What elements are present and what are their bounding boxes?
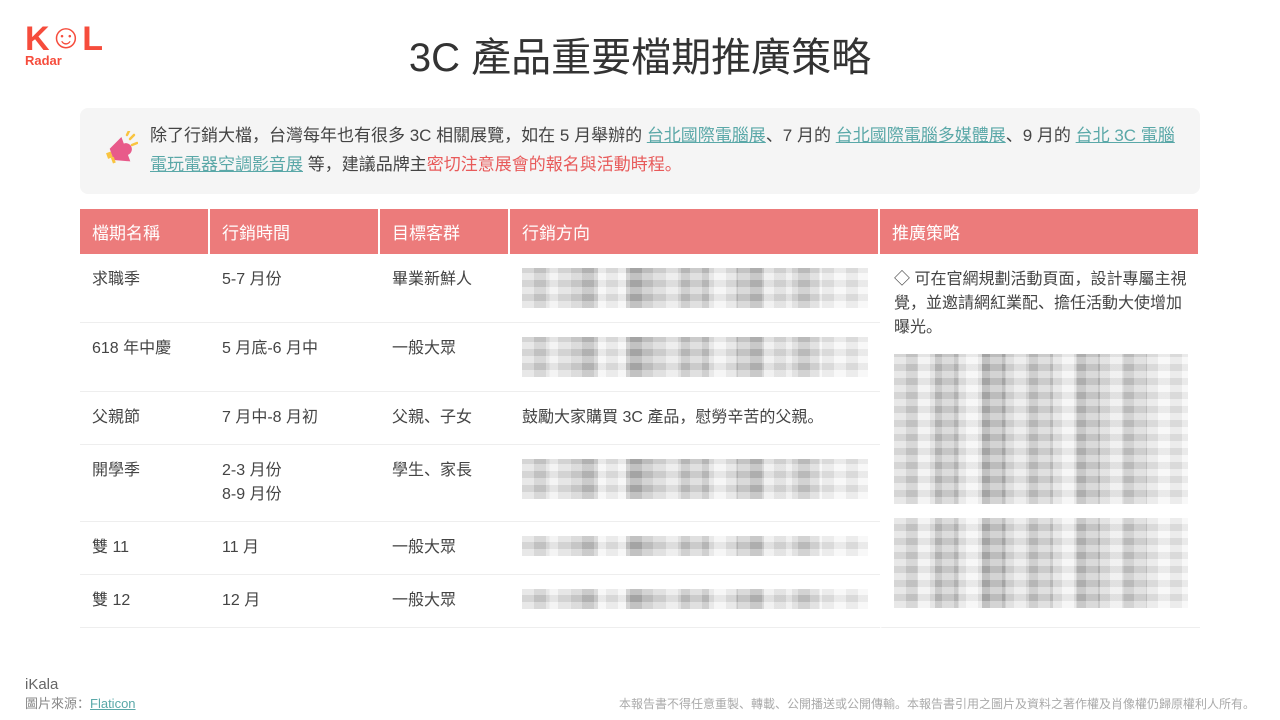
megaphone-icon	[98, 131, 138, 171]
callout-sep-1: 、7 月的	[766, 126, 836, 145]
callout-box: 除了行銷大檔，台灣每年也有很多 3C 相關展覽，如在 5 月舉辦的 台北國際電腦…	[80, 108, 1200, 194]
cell-direction	[510, 522, 880, 575]
callout-link-1[interactable]: 台北國際電腦展	[647, 126, 766, 145]
page-title: 3C 產品重要檔期推廣策略	[0, 0, 1280, 83]
cell-direction	[510, 254, 880, 323]
cell-target: 父親、子女	[380, 392, 510, 445]
pixelated-placeholder	[522, 589, 868, 609]
cell-target: 學生、家長	[380, 445, 510, 522]
cell-time: 5-7 月份	[210, 254, 380, 323]
footer-left: iKala 圖片來源：Flaticon	[25, 676, 136, 712]
cell-time: 12 月	[210, 575, 380, 628]
brand-logo: K☺L Radar	[25, 20, 102, 68]
cell-time: 2-3 月份 8-9 月份	[210, 445, 380, 522]
cell-target: 畢業新鮮人	[380, 254, 510, 323]
cell-time: 11 月	[210, 522, 380, 575]
pixelated-placeholder	[894, 354, 1188, 504]
cell-target: 一般大眾	[380, 323, 510, 392]
cell-direction	[510, 323, 880, 392]
col-header-name: 檔期名稱	[80, 209, 210, 254]
ikala-label: iKala	[25, 676, 136, 693]
pixelated-placeholder	[522, 268, 868, 308]
pixelated-placeholder	[522, 536, 868, 556]
col-header-time: 行銷時間	[210, 209, 380, 254]
image-source-label: 圖片來源：	[25, 696, 90, 711]
col-header-target: 目標客群	[380, 209, 510, 254]
callout-text-pre: 除了行銷大檔，台灣每年也有很多 3C 相關展覽，如在 5 月舉辦的	[150, 126, 647, 145]
cell-time: 7 月中-8 月初	[210, 392, 380, 445]
col-header-direction: 行銷方向	[510, 209, 880, 254]
cell-direction: 鼓勵大家購買 3C 產品，慰勞辛苦的父親。	[510, 392, 880, 445]
cell-name: 求職季	[80, 254, 210, 323]
cell-target: 一般大眾	[380, 575, 510, 628]
cell-name: 開學季	[80, 445, 210, 522]
col-header-strategy: 推廣策略	[880, 209, 1200, 254]
callout-link-2[interactable]: 台北國際電腦多媒體展	[836, 126, 1006, 145]
pixelated-placeholder	[522, 459, 868, 499]
cell-time: 5 月底-6 月中	[210, 323, 380, 392]
callout-text-post: 等，建議品牌主	[303, 155, 427, 174]
strategy-visible-text: ◇ 可在官網規劃活動頁面，設計專屬主視覺，並邀請網紅業配、擔任活動大使增加曝光。	[894, 271, 1186, 336]
cell-name: 雙 11	[80, 522, 210, 575]
pixelated-placeholder	[894, 518, 1188, 608]
cell-strategy: ◇ 可在官網規劃活動頁面，設計專屬主視覺，並邀請網紅業配、擔任活動大使增加曝光。	[880, 254, 1200, 628]
cell-direction	[510, 445, 880, 522]
footer-copyright: 本報告書不得任意重製、轉載、公開播送或公開傳輸。本報告書引用之圖片及資料之著作權…	[619, 695, 1255, 712]
cell-target: 一般大眾	[380, 522, 510, 575]
strategy-table: 檔期名稱 行銷時間 目標客群 行銷方向 推廣策略 求職季 5-7 月份 畢業新鮮…	[80, 209, 1200, 628]
cell-name: 618 年中慶	[80, 323, 210, 392]
cell-direction	[510, 575, 880, 628]
callout-sep-2: 、9 月的	[1006, 126, 1076, 145]
cell-name: 雙 12	[80, 575, 210, 628]
cell-name: 父親節	[80, 392, 210, 445]
callout-highlight: 密切注意展會的報名與活動時程。	[427, 155, 682, 174]
image-source-link[interactable]: Flaticon	[90, 696, 136, 711]
pixelated-placeholder	[522, 337, 868, 377]
